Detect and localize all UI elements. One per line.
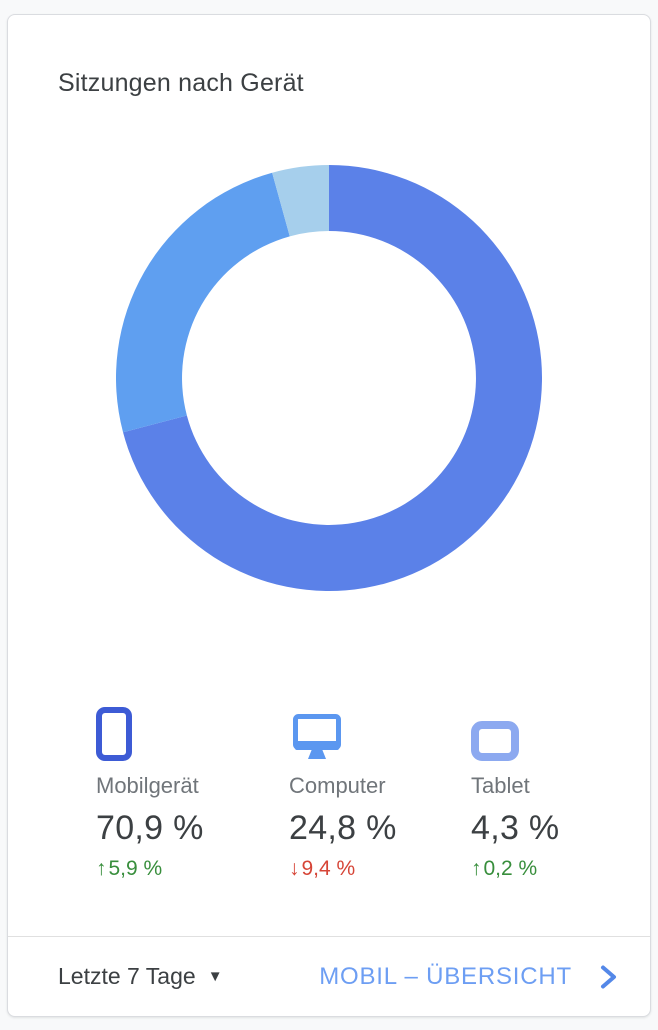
mobile-overview-link[interactable]: MOBIL – ÜBERSICHT xyxy=(319,963,618,991)
change-value: 5,9 % xyxy=(108,857,163,880)
legend-value: 70,9 % xyxy=(96,809,204,847)
legend-value: 24,8 % xyxy=(289,809,397,847)
donut-chart-svg[interactable] xyxy=(116,165,542,591)
date-range-label: Letzte 7 Tage xyxy=(58,963,196,989)
legend-label: Computer xyxy=(289,773,386,798)
card-title: Sitzungen nach Gerät xyxy=(58,69,304,97)
tablet-icon xyxy=(471,707,519,761)
smartphone-icon xyxy=(96,707,132,761)
card-footer: Letzte 7 Tage ▼ MOBIL – ÜBERSICHT xyxy=(8,936,650,1016)
donut-segment-computer[interactable] xyxy=(116,172,290,433)
sessions-by-device-card: Sitzungen nach Gerät Mobilgerät 70,9 % ↑… xyxy=(7,14,651,1017)
desktop-icon xyxy=(289,707,345,761)
mobile-overview-link-label: MOBIL – ÜBERSICHT xyxy=(319,962,572,990)
dropdown-caret-icon: ▼ xyxy=(207,968,223,985)
legend-change: ↓ 9,4 % xyxy=(289,857,355,881)
device-legend: Mobilgerät 70,9 % ↑ 5,9 % Computer 24,8 … xyxy=(96,707,630,881)
donut-chart[interactable] xyxy=(116,165,542,591)
down-arrow-icon: ↓ xyxy=(289,857,300,880)
up-arrow-icon: ↑ xyxy=(96,857,107,880)
legend-change: ↑ 5,9 % xyxy=(96,857,162,881)
legend-item-desktop: Computer 24,8 % ↓ 9,4 % xyxy=(289,707,471,881)
legend-item-tablet: Tablet 4,3 % ↑ 0,2 % xyxy=(471,707,559,881)
legend-value: 4,3 % xyxy=(471,809,560,847)
legend-label: Mobilgerät xyxy=(96,773,199,798)
donut-segment-mobilgerät[interactable] xyxy=(123,165,542,591)
change-value: 9,4 % xyxy=(301,857,356,880)
up-arrow-icon: ↑ xyxy=(471,857,482,880)
chevron-right-icon xyxy=(601,965,616,988)
legend-item-mobile: Mobilgerät 70,9 % ↑ 5,9 % xyxy=(96,707,289,881)
change-value: 0,2 % xyxy=(483,857,538,880)
legend-label: Tablet xyxy=(471,773,530,798)
date-range-selector[interactable]: Letzte 7 Tage ▼ xyxy=(58,963,223,990)
legend-change: ↑ 0,2 % xyxy=(471,857,537,881)
donut-segment-tablet[interactable] xyxy=(272,165,329,237)
